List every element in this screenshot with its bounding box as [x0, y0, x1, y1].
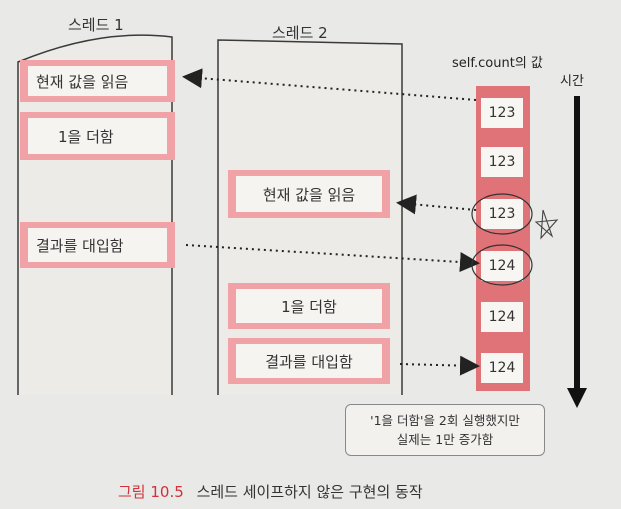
thread2-step-assign: 결과를 대입함 [228, 338, 390, 384]
thread1-step-add-label: 1을 더함 [28, 118, 167, 154]
count-cell-6: 124 [481, 353, 523, 383]
arrow-read-thread2 [396, 194, 477, 215]
thread1-step-assign: 결과를 대입함 [20, 222, 175, 268]
count-column [476, 86, 530, 391]
thread2-step-read: 현재 값을 읽음 [228, 170, 390, 218]
figure-caption-text: 스레드 세이프하지 않은 구현의 동작 [196, 483, 423, 501]
thread2-step-assign-label: 결과를 대입함 [236, 344, 382, 378]
count-cell-3: 123 [481, 199, 523, 229]
thread1-step-read-label: 현재 값을 읽음 [28, 66, 167, 96]
handdrawn-star [534, 209, 559, 240]
thread1-step-add: 1을 더함 [20, 112, 175, 160]
thread1-title: 스레드 1 [68, 16, 124, 34]
thread2-step-add: 1을 더함 [228, 283, 390, 329]
note-line-2: 실제는 1만 증가함 [396, 432, 494, 447]
thread2-step-read-label: 현재 값을 읽음 [236, 176, 382, 212]
time-label: 시간 [560, 74, 584, 89]
count-column-header: self.count의 값 [452, 56, 543, 71]
figure-caption-label: 그림 10.5 [118, 483, 184, 501]
thread2-step-add-label: 1을 더함 [236, 289, 382, 323]
thread1-step-read: 현재 값을 읽음 [20, 60, 175, 102]
note-box: '1을 더함'을 2회 실행했지만 실제는 1만 증가함 [345, 404, 545, 456]
thread1-step-assign-label: 결과를 대입함 [28, 228, 167, 262]
count-cell-2: 123 [481, 147, 523, 177]
count-cell-1: 123 [481, 98, 523, 128]
arrow-assign-thread2 [399, 355, 480, 376]
thread2-title: 스레드 2 [272, 24, 328, 42]
figure-caption: 그림 10.5 스레드 세이프하지 않은 구현의 동작 [118, 481, 423, 502]
handdrawn-circle-1 [471, 193, 533, 235]
arrow-assign-thread1 [185, 244, 480, 272]
handdrawn-circle-2 [471, 244, 533, 286]
count-cell-5: 124 [481, 302, 523, 332]
time-arrow-head [567, 388, 587, 408]
note-line-1: '1을 더함'을 2회 실행했지만 [370, 413, 520, 428]
count-cell-4: 124 [481, 251, 523, 281]
arrow-read-thread1 [182, 68, 477, 101]
